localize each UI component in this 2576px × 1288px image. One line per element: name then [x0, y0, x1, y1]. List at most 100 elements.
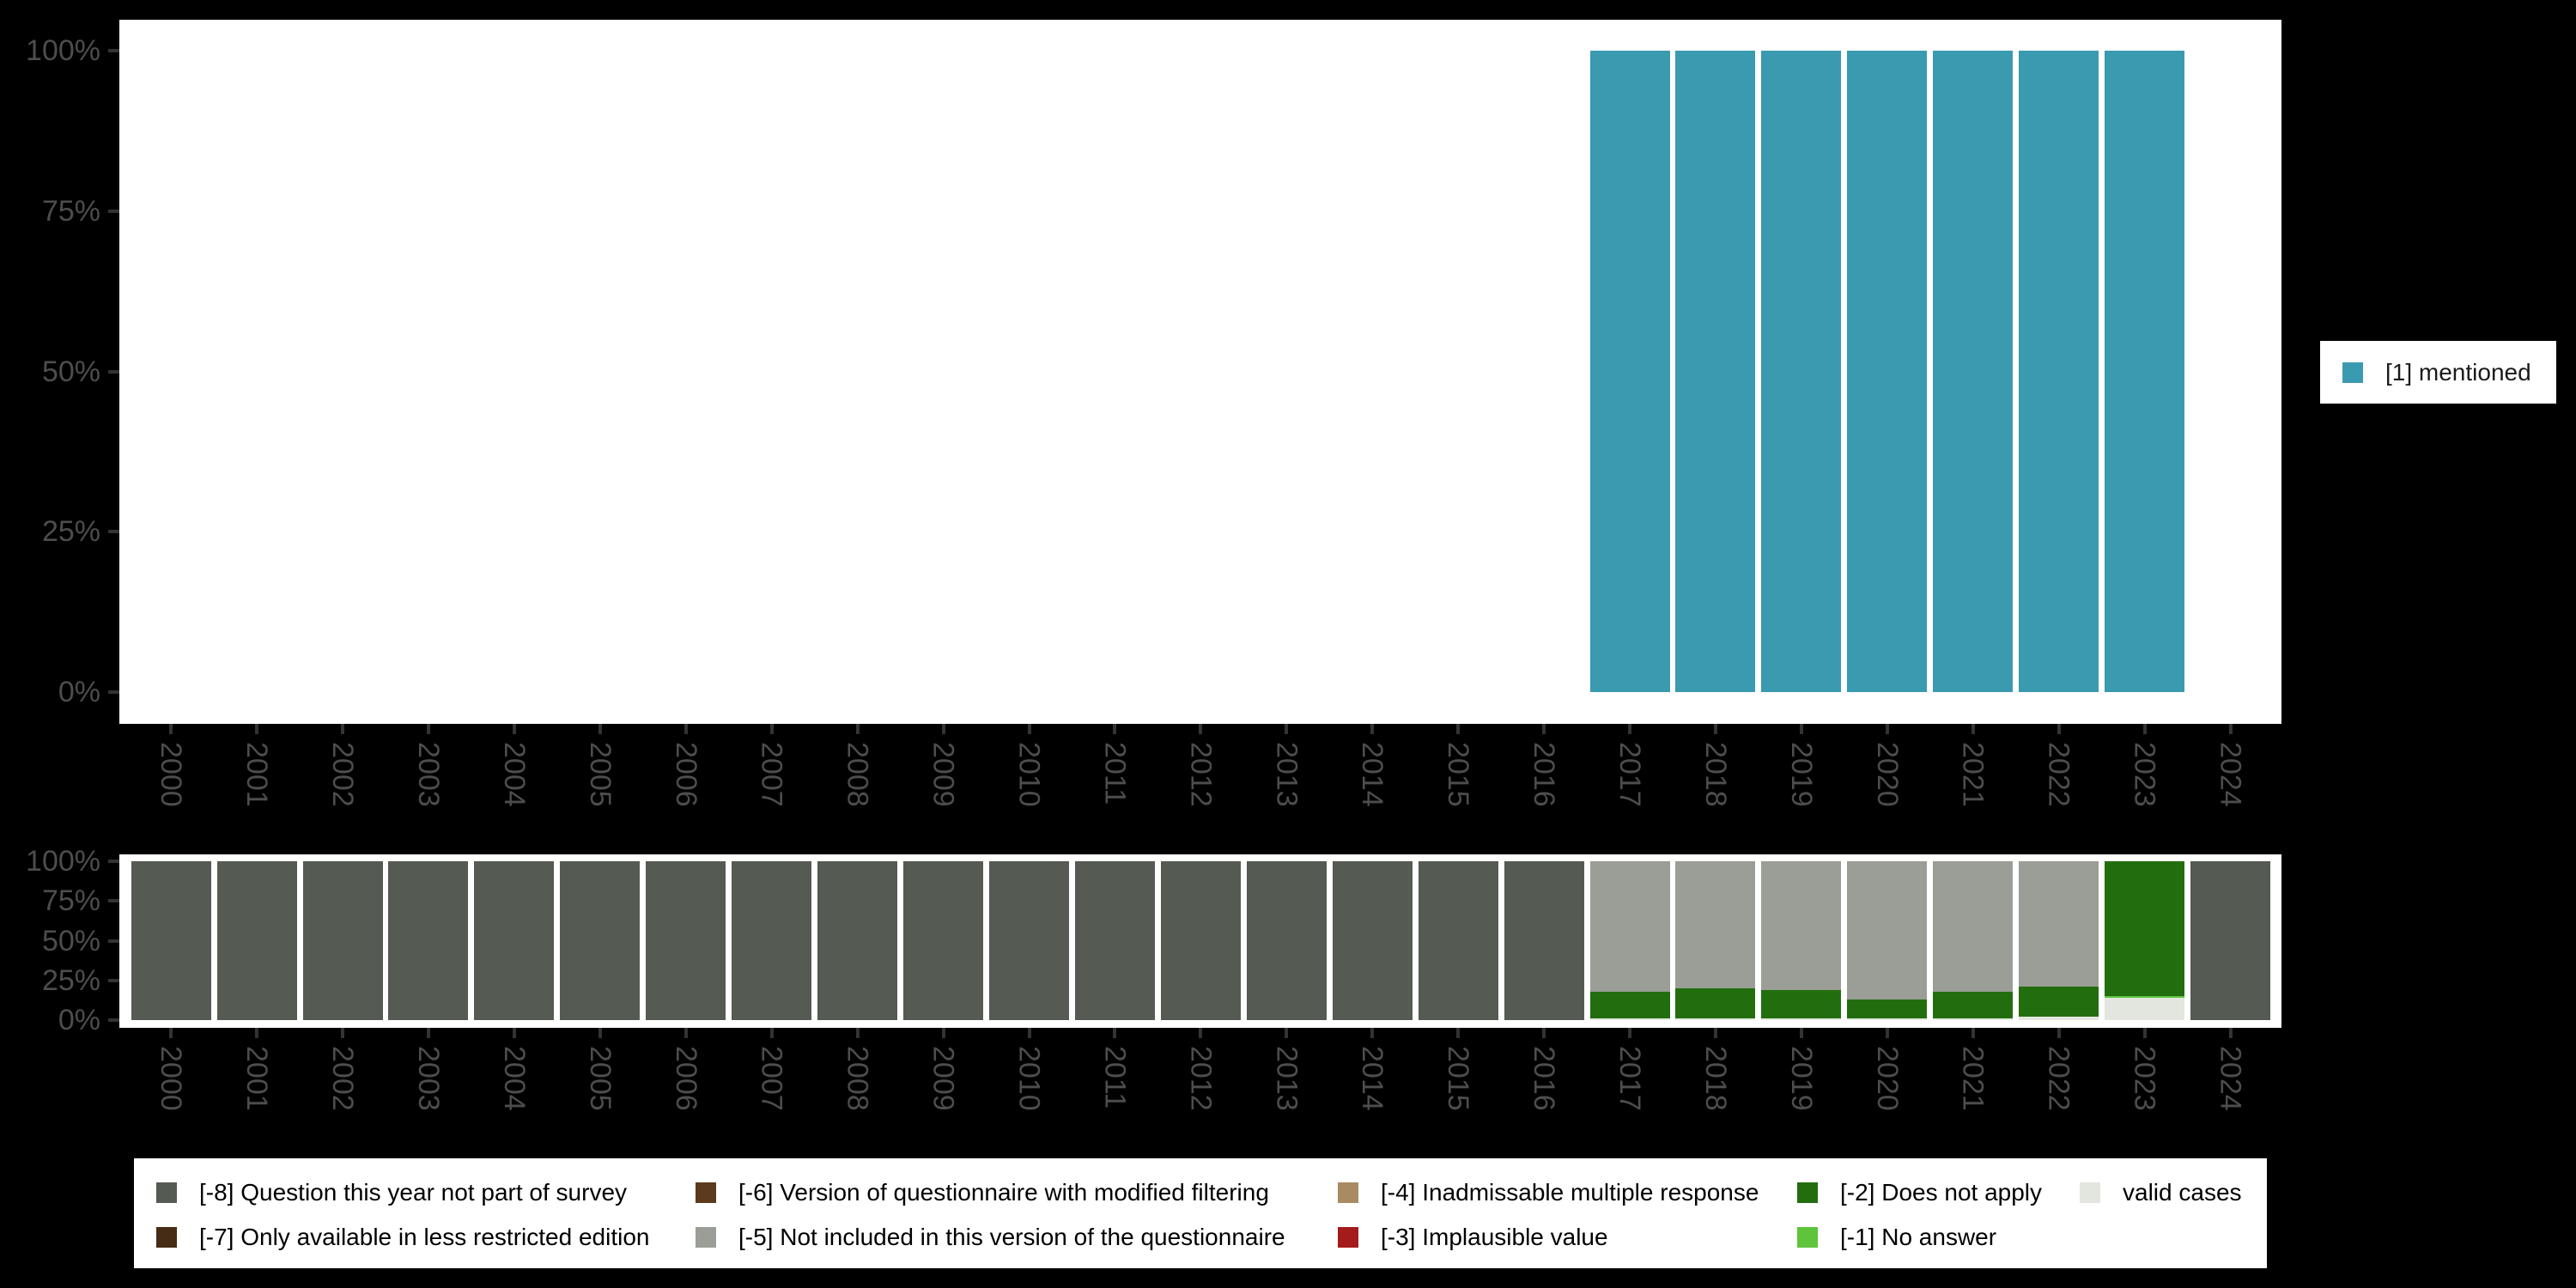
bar-2002-not-part-of-survey: [302, 861, 383, 1020]
bar-2019-does-not-apply: [1761, 989, 1842, 1019]
bar-2016-not-part-of-survey: [1504, 861, 1584, 1020]
x-axis-year-label: 2015: [1442, 742, 1475, 807]
legend-entry-not-part-of-survey: [-8] Question this year not part of surv…: [156, 1181, 627, 1205]
bar-2005-not-part-of-survey: [560, 861, 641, 1020]
x-axis-year-label: 2010: [1012, 1046, 1046, 1111]
legend-label: [-5] Not included in this version of the…: [738, 1224, 1285, 1250]
bar-2020-does-not-apply: [1847, 999, 1928, 1019]
y-axis-label: 0%: [58, 1004, 100, 1036]
bar-2019-not-included: [1761, 861, 1842, 990]
x-axis-year-label: 2002: [326, 1046, 360, 1111]
y-axis-label: 25%: [41, 963, 100, 997]
x-axis-tick: [683, 1028, 688, 1038]
legend-entry-inadmissable: [-4] Inadmissable multiple response: [1338, 1181, 1759, 1205]
x-axis-year-label: 2020: [1870, 742, 1904, 807]
x-axis-tick: [169, 724, 173, 734]
bar-2022-mentioned: [2019, 51, 2099, 692]
x-axis-year-label: 2012: [1184, 1046, 1218, 1111]
x-axis-year-label: 2012: [1184, 742, 1218, 807]
x-axis-year-label: 2009: [927, 1046, 960, 1111]
y-axis-tick: [108, 860, 119, 863]
x-axis-year-label: 2005: [583, 742, 617, 807]
legend-label: [-7] Only available in less restricted e…: [199, 1224, 650, 1250]
x-axis-year-label: 2013: [1270, 742, 1303, 807]
x-axis-tick: [1370, 724, 1375, 734]
modified-filtering-swatch: [696, 1182, 716, 1203]
x-axis-year-label: 2024: [2214, 1046, 2247, 1111]
inadmissable-swatch: [1338, 1182, 1358, 1203]
not-included-swatch: [696, 1227, 716, 1248]
y-axis-label: 100%: [26, 34, 100, 67]
bar-2022-valid: [2019, 1017, 2099, 1020]
x-axis-year-label: 2017: [1613, 742, 1646, 807]
missing-values-legend: [-8] Question this year not part of surv…: [134, 1158, 2267, 1268]
x-axis-tick: [598, 1028, 602, 1038]
bar-2011-not-part-of-survey: [1074, 861, 1155, 1020]
legend-entry-no-answer: [-1] No answer: [1797, 1225, 1996, 1249]
bar-2003-not-part-of-survey: [388, 861, 469, 1020]
bar-2015-not-part-of-survey: [1418, 861, 1498, 1020]
x-axis-year-label: 2004: [497, 742, 531, 807]
x-axis-tick: [1628, 724, 1631, 734]
bar-2023-does-not-apply: [2105, 861, 2185, 997]
x-axis-tick: [1199, 724, 1203, 734]
x-axis-year-label: 2020: [1870, 1046, 1904, 1111]
x-axis-year-label: 2015: [1442, 1046, 1475, 1111]
x-axis-year-label: 2021: [1956, 1046, 1990, 1111]
y-axis-label: 0%: [58, 676, 100, 708]
x-axis-tick: [1456, 724, 1461, 734]
y-axis-label: 50%: [41, 924, 100, 957]
bar-2023-no-answer: [2105, 996, 2185, 999]
y-axis-tick: [108, 690, 119, 694]
x-axis-year-label: 2013: [1270, 1046, 1303, 1111]
x-axis-tick: [426, 1028, 430, 1038]
bar-2000-not-part-of-survey: [131, 861, 211, 1020]
legend-label: [-3] Implausible value: [1381, 1224, 1608, 1250]
x-axis-year-label: 2010: [1012, 742, 1046, 807]
y-axis-tick: [108, 49, 119, 52]
x-axis-tick: [1542, 724, 1546, 734]
x-axis-tick: [2057, 724, 2061, 734]
legend-label: valid cases: [2123, 1179, 2242, 1206]
x-axis-year-label: 2018: [1698, 742, 1732, 807]
bar-2019-valid: [1761, 1018, 1842, 1020]
x-axis-year-label: 2022: [2042, 742, 2075, 807]
mentioned-legend: [1] mentioned: [2320, 341, 2556, 404]
x-axis-year-label: 2023: [2128, 1046, 2161, 1111]
x-axis-tick: [769, 724, 774, 734]
x-axis-tick: [341, 724, 345, 734]
x-axis-tick: [683, 724, 688, 734]
less-restricted-swatch: [156, 1227, 177, 1248]
x-axis-year-label: 2024: [2214, 742, 2247, 807]
x-axis-tick: [769, 1028, 774, 1038]
bar-2017-mentioned: [1589, 51, 1670, 692]
x-axis-year-label: 2003: [411, 1046, 445, 1111]
bar-2023-valid: [2105, 998, 2185, 1020]
bar-2008-not-part-of-survey: [817, 861, 898, 1020]
x-axis-tick: [1113, 1028, 1117, 1038]
x-axis-tick: [2142, 1028, 2147, 1038]
bar-2012-not-part-of-survey: [1160, 861, 1241, 1020]
bar-2020-mentioned: [1847, 51, 1928, 692]
x-axis-year-label: 2016: [1528, 742, 1561, 807]
x-axis-tick: [1027, 724, 1031, 734]
y-axis-label: 100%: [26, 845, 100, 878]
x-axis-tick: [941, 724, 945, 734]
x-axis-year-label: 2019: [1784, 1046, 1818, 1111]
x-axis-tick: [1713, 1028, 1717, 1038]
bar-2001-not-part-of-survey: [216, 861, 297, 1020]
implausible-swatch: [1338, 1227, 1358, 1248]
x-axis-year-label: 2011: [1098, 742, 1132, 805]
y-axis-tick: [108, 209, 119, 213]
x-axis-tick: [1199, 1028, 1203, 1038]
y-axis-tick: [108, 530, 119, 534]
does-not-apply-swatch: [1797, 1182, 1818, 1203]
x-axis-year-label: 2014: [1356, 742, 1389, 807]
x-axis-tick: [2228, 724, 2233, 734]
legend-label: [-6] Version of questionnaire with modif…: [738, 1179, 1269, 1206]
x-axis-year-label: 2001: [240, 1046, 274, 1111]
x-axis-year-label: 2018: [1698, 1046, 1732, 1111]
bar-2021-valid: [1933, 1018, 2014, 1020]
x-axis-year-label: 2016: [1528, 1046, 1561, 1111]
x-axis-tick: [2057, 1028, 2061, 1038]
